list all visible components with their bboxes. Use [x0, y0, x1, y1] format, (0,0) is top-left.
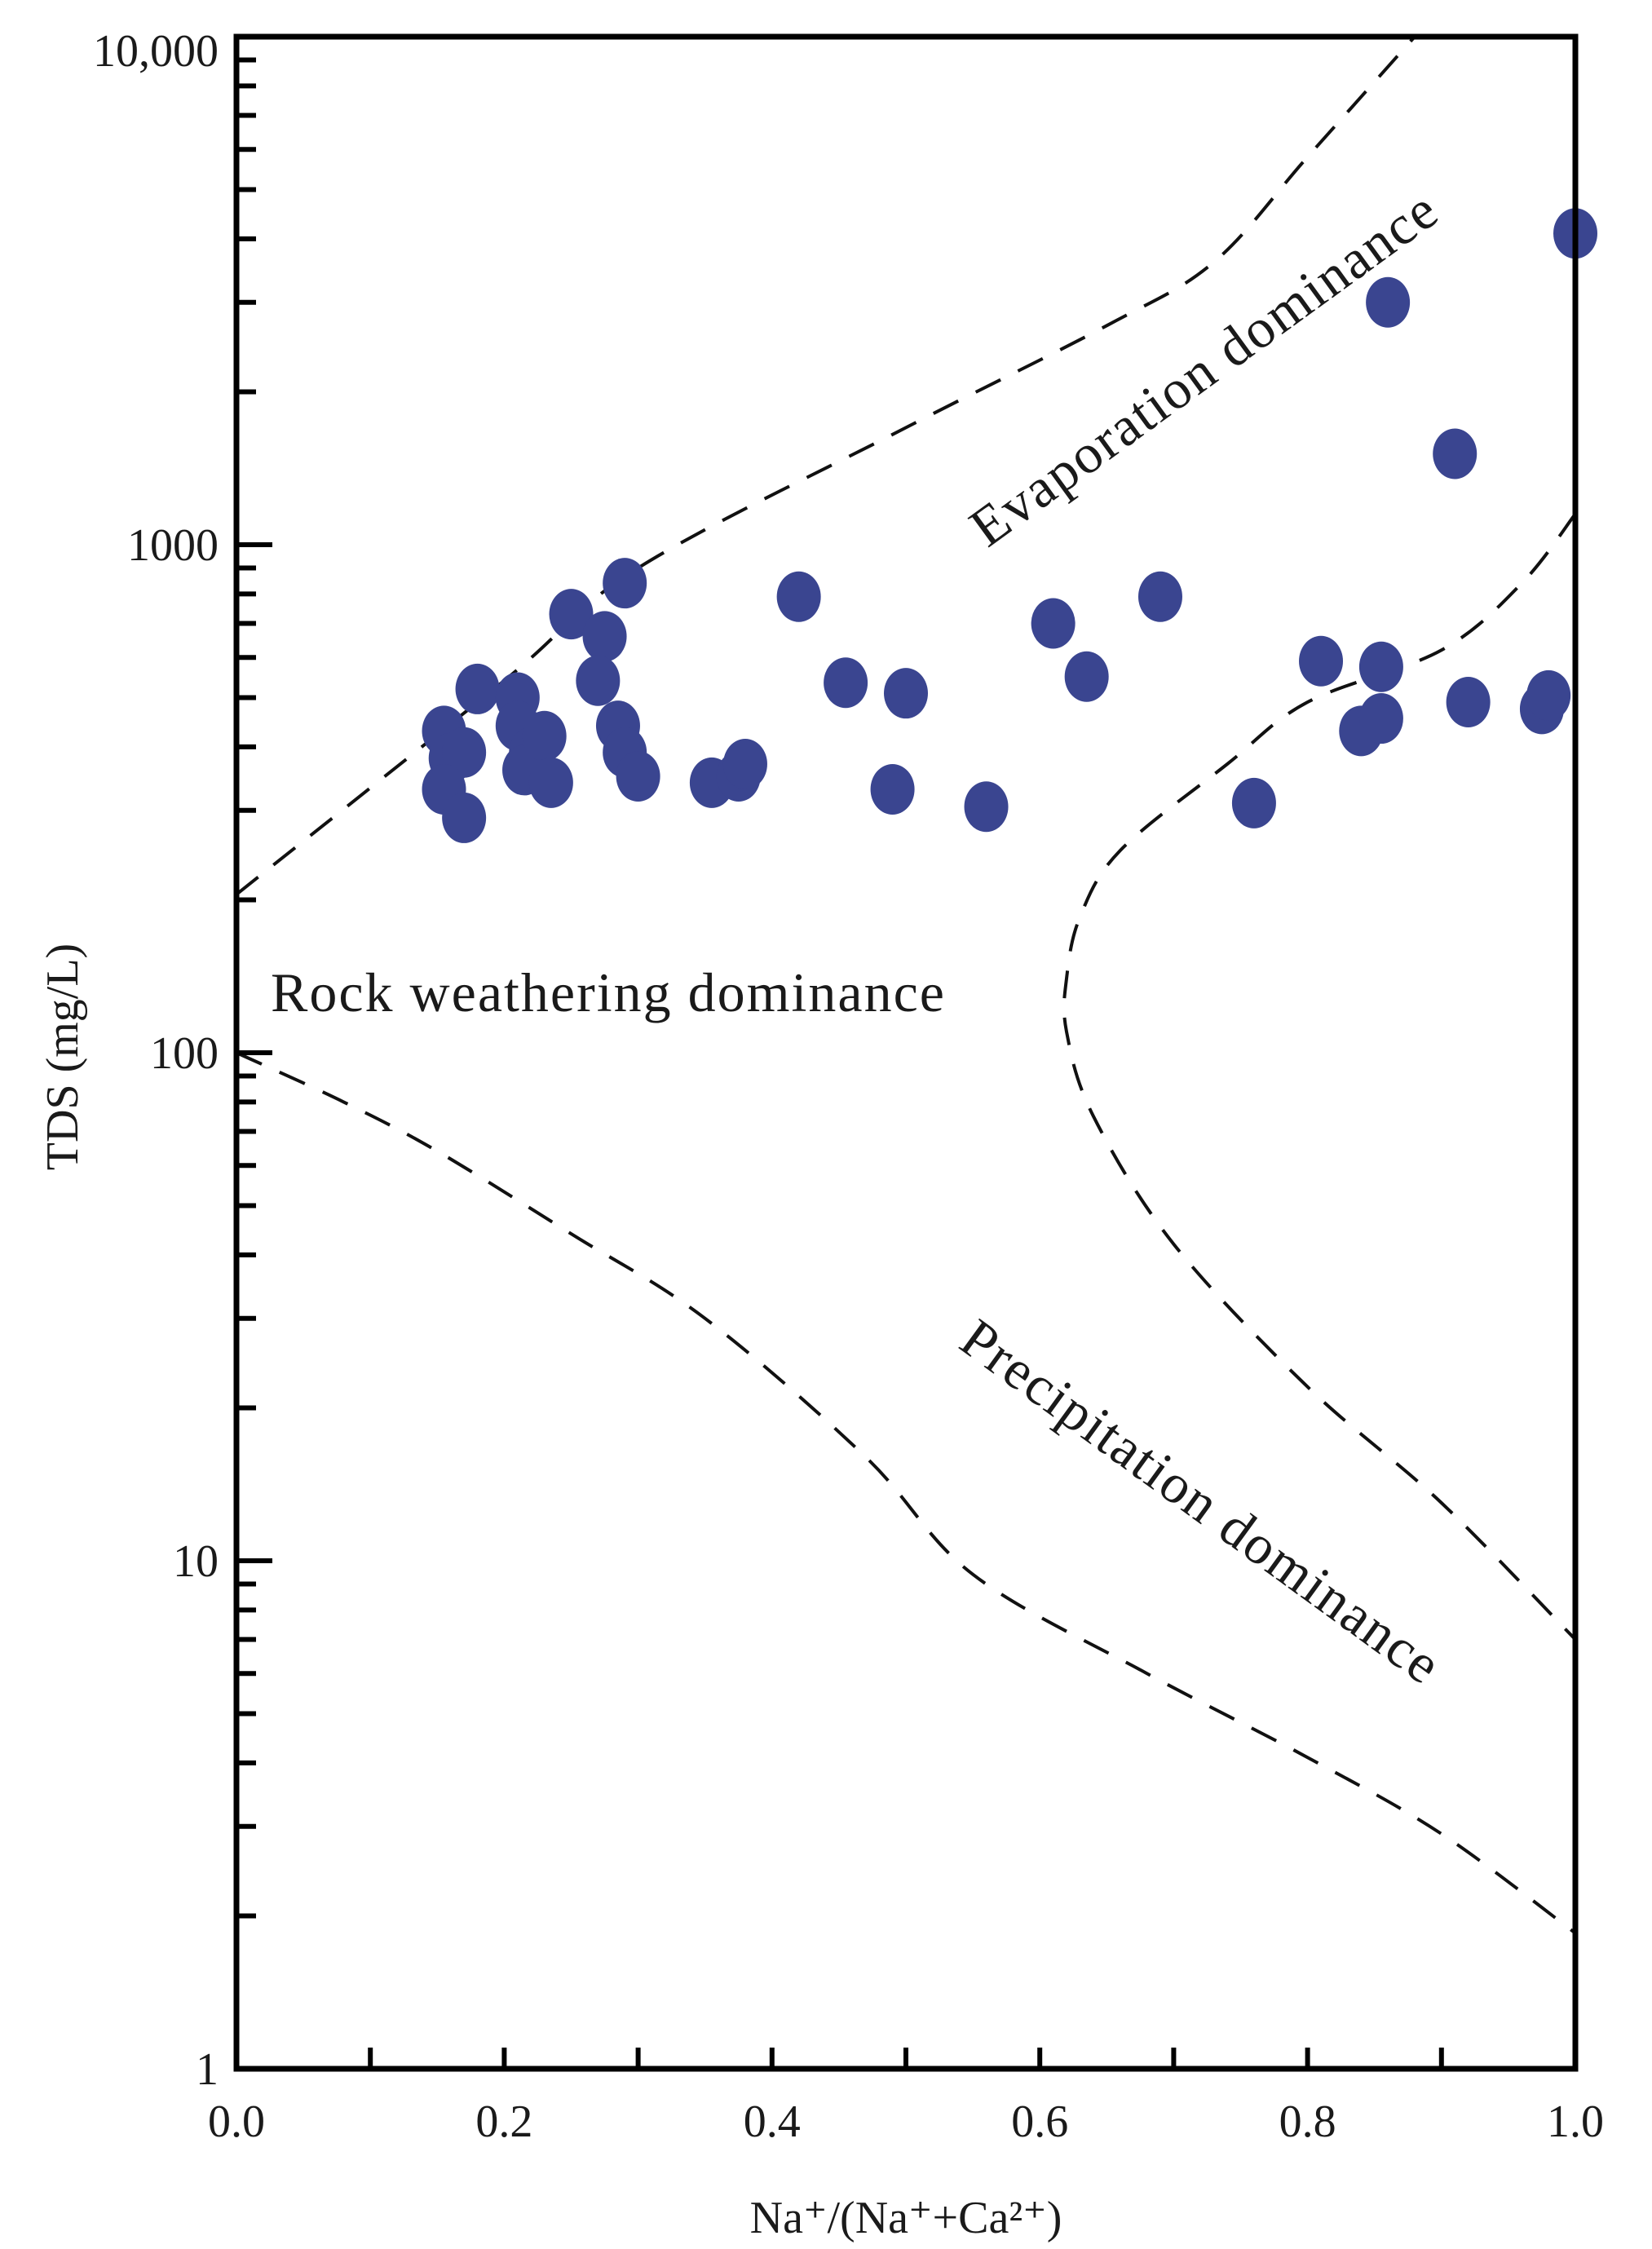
data-point-30 — [1137, 571, 1182, 622]
x-tick-label-0.8: 0.8 — [1279, 2097, 1336, 2147]
data-point-14 — [582, 611, 627, 662]
data-point-36 — [1366, 276, 1411, 328]
data-point-12 — [528, 757, 573, 808]
data-point-29 — [1064, 651, 1109, 702]
y-tick-label-10,000: 10,000 — [93, 26, 219, 77]
x-axis-label: Na⁺/(Na⁺+Ca²⁺) — [750, 2193, 1062, 2243]
data-point-35 — [1358, 693, 1403, 745]
x-tick-label-0.2: 0.2 — [475, 2097, 532, 2147]
x-tick-label-0.4: 0.4 — [744, 2097, 801, 2147]
data-point-11 — [522, 710, 567, 762]
y-tick-label-10: 10 — [173, 1536, 219, 1587]
x-tick-label-0.0: 0.0 — [208, 2097, 265, 2147]
x-tick-label-0.6: 0.6 — [1011, 2097, 1068, 2147]
data-point-37 — [1433, 428, 1478, 479]
tick-labels: 0.0 0.2 0.4 0.6 0.8 1.0 1 10 100 1000 10,000 — [93, 26, 1604, 2147]
data-point-5 — [442, 792, 487, 843]
plot-frame — [233, 33, 1579, 2072]
data-point-13 — [549, 589, 594, 640]
data-point-28 — [1031, 598, 1076, 649]
y-tick-label-1: 1 — [196, 2044, 219, 2095]
data-point-22 — [722, 739, 767, 790]
data-point-32 — [1299, 635, 1344, 687]
boundary-line-2 — [236, 1051, 1575, 1935]
x-tick-label-1.0: 1.0 — [1547, 2097, 1604, 2147]
data-point-19 — [616, 751, 660, 802]
y-tick-label-1000: 1000 — [127, 520, 219, 571]
y-tick-label-100: 100 — [150, 1028, 219, 1079]
annotation-rock-weathering-dominance: Rock weathering dominance — [271, 961, 946, 1023]
data-point-38 — [1446, 677, 1491, 728]
boundary-line-3 — [1062, 512, 1575, 1641]
data-point-3 — [442, 727, 487, 778]
data-point-16 — [603, 558, 647, 609]
data-points — [422, 208, 1597, 843]
data-point-31 — [1231, 777, 1276, 828]
data-point-25 — [870, 763, 915, 815]
data-point-27 — [964, 781, 1009, 833]
data-point-15 — [576, 655, 621, 706]
data-point-24 — [824, 657, 868, 709]
data-point-40 — [1526, 669, 1571, 721]
data-point-6 — [455, 663, 500, 714]
data-point-34 — [1358, 641, 1403, 692]
y-axis-label: TDS (mg/L) — [38, 943, 88, 1170]
data-point-23 — [776, 571, 821, 622]
data-point-26 — [884, 668, 928, 719]
